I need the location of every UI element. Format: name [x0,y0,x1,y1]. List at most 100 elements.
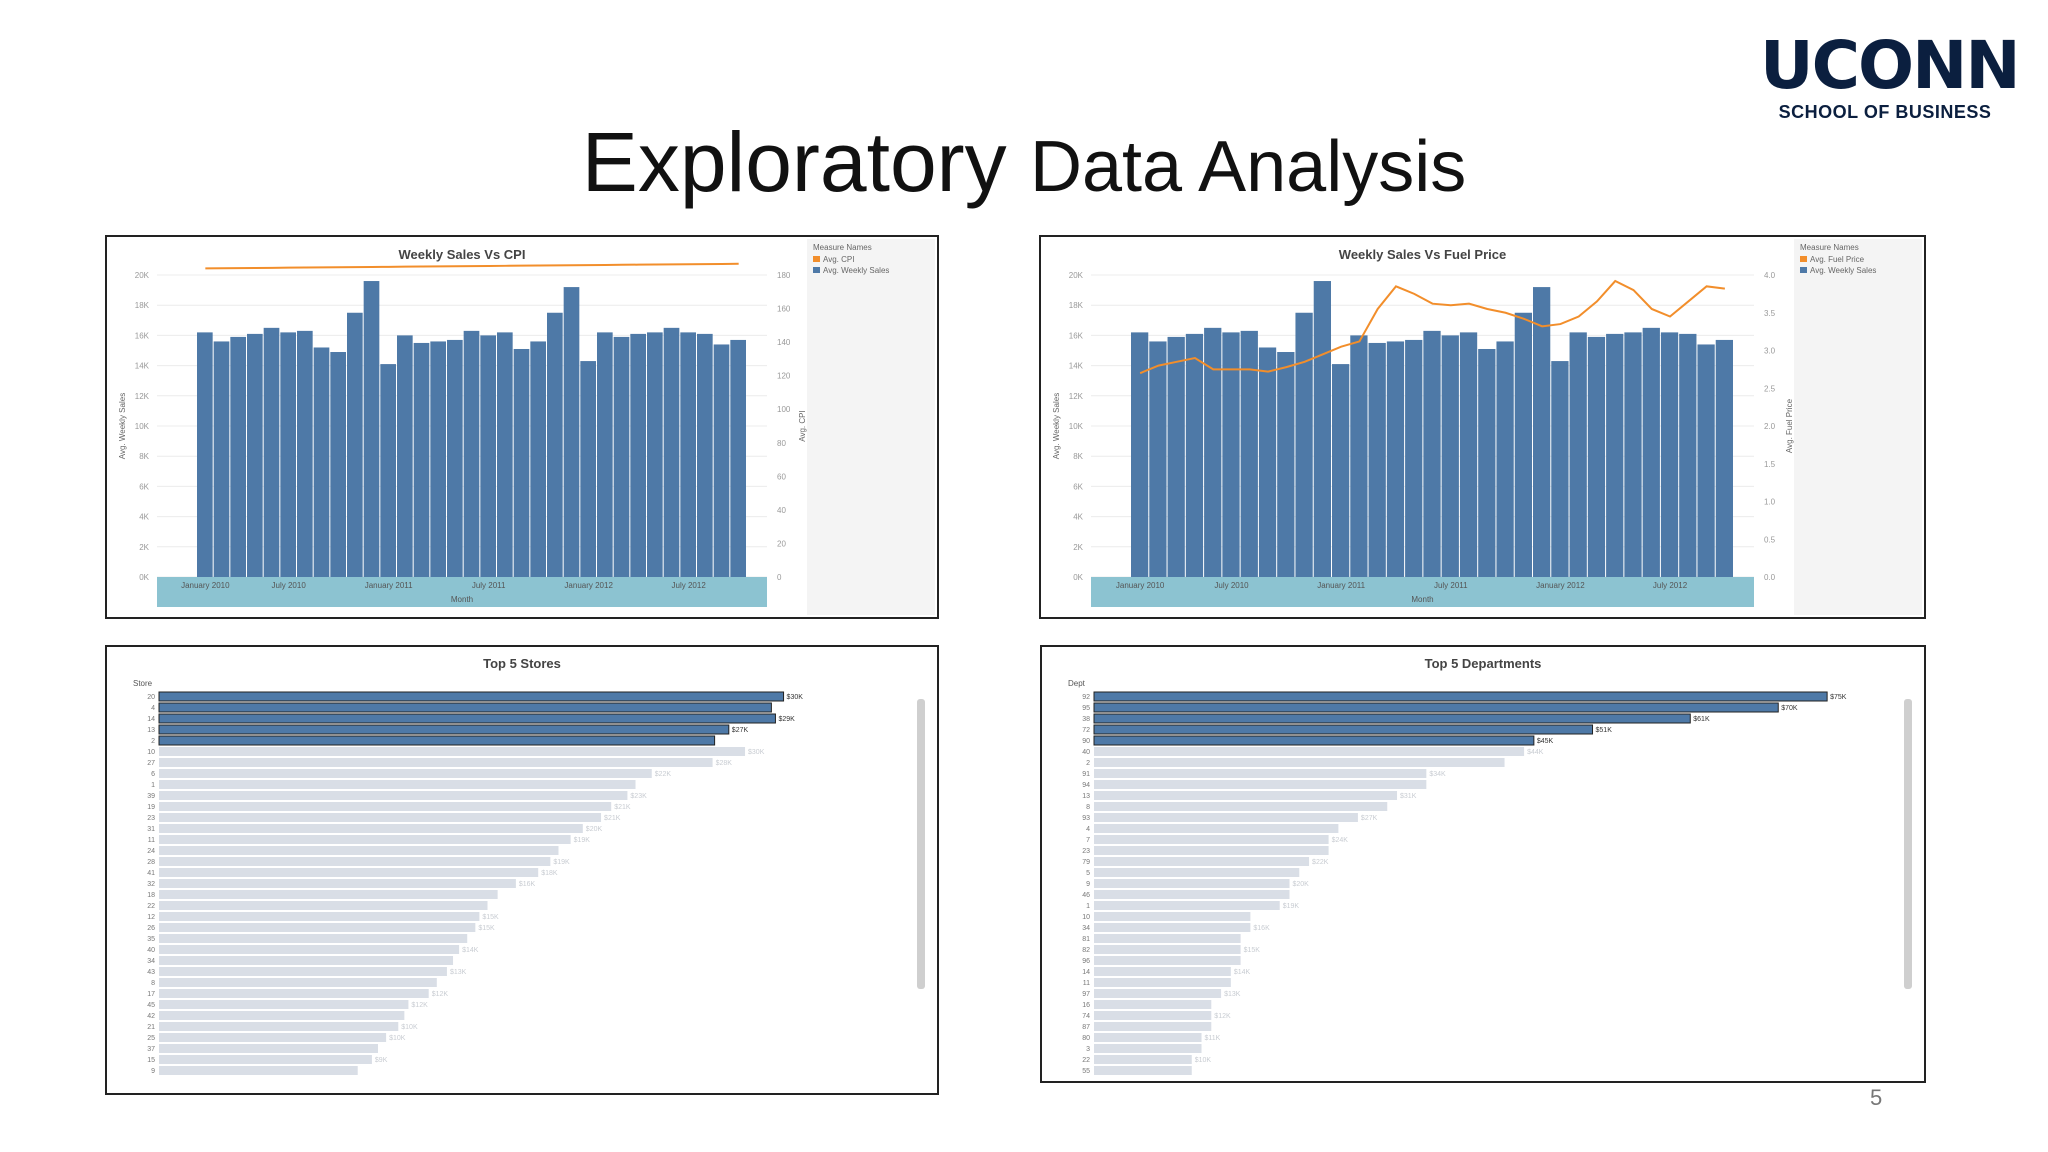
category-label: 80 [1082,1035,1090,1042]
bar [430,341,446,577]
data-label: $13K [1224,991,1241,998]
category-label: 18 [147,892,155,899]
bar [159,1066,358,1075]
bar [1277,352,1295,577]
bar [159,890,498,899]
y-tick-label: 12K [1069,392,1084,401]
bar [158,691,785,702]
y2-tick-label: 1.5 [1764,460,1776,469]
category-label: 24 [147,848,155,855]
bar [480,335,496,577]
y2-tick-label: 2.0 [1764,422,1776,431]
bar [1204,327,1222,577]
data-label: $13K [450,969,467,976]
legend-title: Measure Names [1800,243,1859,252]
data-label: $30K [748,749,765,756]
bar [1094,989,1222,998]
category-label: 90 [1082,738,1090,745]
top-5-departments-panel: Top 5 Departments Dept 92 $75K 95 $70K 38 $61K 7… [1040,645,1926,1083]
category-label: 2 [1086,760,1090,767]
category-label: 27 [147,760,155,767]
y2-tick-label: 0 [777,573,782,582]
legend-swatch [813,256,820,262]
bar [1697,344,1715,577]
bar [580,361,596,577]
weekly-sales-vs-cpi-panel: Weekly Sales Vs CPI Measure Names Avg. CPI… [105,235,939,619]
data-label: $15K [482,914,499,921]
category-label: 13 [147,727,155,734]
category-label: 92 [1082,694,1090,701]
x-axis-label: Month [1411,595,1433,604]
category-label: 31 [147,826,155,833]
data-label: $27K [1361,815,1378,822]
category-label: 38 [1082,716,1090,723]
y2-tick-label: 40 [777,506,786,515]
bar [1094,945,1241,954]
bar [1093,713,1691,724]
bar [159,934,468,943]
category-label: 39 [147,793,155,800]
x-tick-label: January 2011 [365,581,413,590]
bar [630,333,646,577]
y2-tick-label: 100 [777,405,791,414]
data-label: $18K [541,870,558,877]
bar [1715,339,1733,577]
bar [159,1000,409,1009]
x-tick-label: July 2010 [272,581,307,590]
bar [1149,341,1167,577]
y2-tick-label: 4.0 [1764,271,1776,280]
bar [1679,333,1697,577]
logo-wordmark: UCONN [1760,27,2021,104]
chart-title: Weekly Sales Vs Fuel Price [1339,247,1506,262]
category-label: 10 [1082,914,1090,921]
bar [1094,934,1241,943]
bar [158,713,776,724]
bar [497,332,513,577]
bar [380,364,396,577]
bar [1441,335,1459,577]
y-tick-label: 8K [139,452,149,461]
bar [159,1011,405,1020]
y2-tick-label: 3.5 [1764,309,1776,318]
y2-tick-label: 3.0 [1764,347,1776,356]
bar [1094,1055,1192,1064]
bar [1295,312,1313,577]
bar [1094,846,1329,855]
data-label: $44K [1527,749,1544,756]
category-label: 72 [1082,727,1090,734]
data-label: $34K [1429,771,1446,778]
y-tick-label: 14K [1069,362,1084,371]
bar [159,769,652,778]
x-axis-band [1091,577,1754,607]
category-label: 34 [147,958,155,965]
category-label: 9 [1086,881,1090,888]
bar [1094,780,1427,789]
bar [197,332,213,577]
bar [159,846,559,855]
data-label: $30K [787,694,804,701]
x-tick-label: January 2012 [564,581,613,590]
legend-item: Avg. CPI [823,255,854,264]
data-label: $15K [1244,947,1261,954]
bar [213,341,230,577]
bar [1459,332,1478,577]
bar [1094,1011,1212,1020]
category-label: 2 [151,738,155,745]
category-label: 28 [147,859,155,866]
data-label: $75K [1830,694,1847,701]
slide-title-part1: Exploratory [581,115,1007,209]
y2-tick-label: 160 [777,305,791,314]
y2-tick-label: 0.0 [1764,573,1776,582]
bar [1093,735,1535,746]
bar [697,333,713,577]
data-label: $20K [586,826,603,833]
bar [159,747,746,756]
bar [613,336,630,577]
category-label: 35 [147,936,155,943]
category-label: 13 [1082,793,1090,800]
bar [363,281,380,577]
category-label: 93 [1082,815,1090,822]
x-tick-label: July 2012 [672,581,707,590]
y-tick-label: 20K [135,271,150,280]
